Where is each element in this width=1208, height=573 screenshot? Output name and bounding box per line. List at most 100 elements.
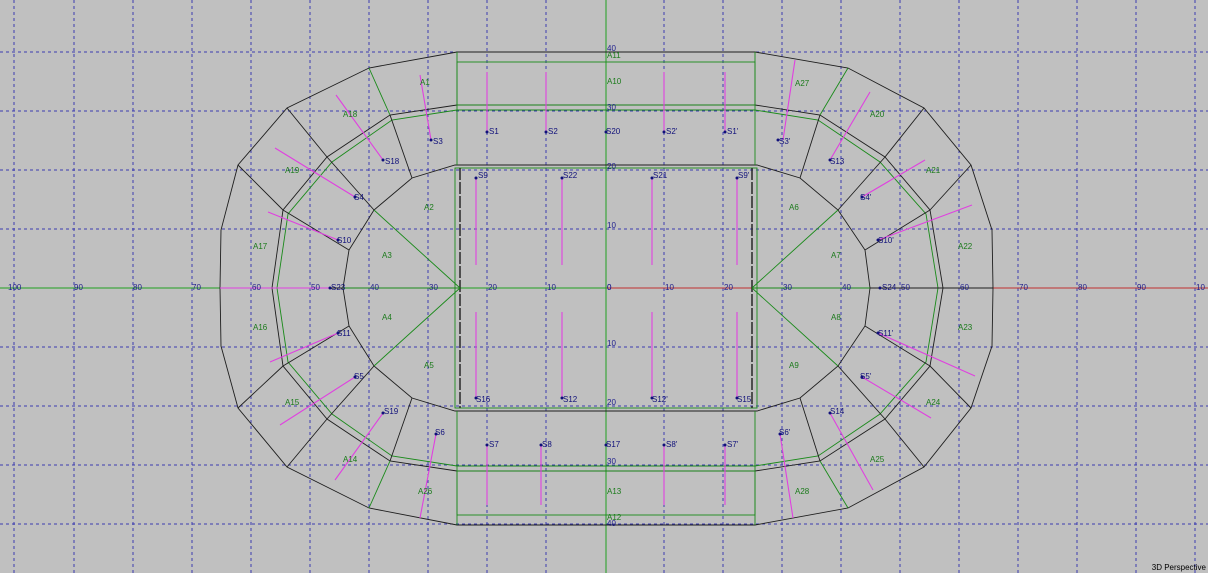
area-label-a7: A7 (831, 251, 841, 260)
speaker-dot (723, 130, 727, 134)
speaker-label-s16: S16 (476, 395, 491, 404)
speaker-dot (604, 443, 608, 447)
x-tick: 60 (252, 283, 261, 292)
x-tick: 90 (1137, 283, 1146, 292)
speaker-dot (860, 195, 864, 199)
y-tick: 0 (607, 283, 612, 292)
area-label-a5: A5 (424, 361, 434, 370)
y-tick: 20 (607, 162, 616, 171)
area-label-a21: A21 (926, 166, 941, 175)
area-label-a15: A15 (285, 398, 300, 407)
x-tick: 40 (842, 283, 851, 292)
x-tick: 80 (1078, 283, 1087, 292)
area-label-a9: A9 (789, 361, 799, 370)
speaker-dot (474, 176, 478, 180)
speaker-label-s17: S17 (606, 440, 621, 449)
speaker-dot (735, 176, 739, 180)
y-tick: 30 (607, 103, 616, 112)
x-tick: 100 (8, 283, 22, 292)
area-label-a8: A8 (831, 313, 841, 322)
speaker-markers[interactable]: S1 S2 S20 S2' S1' S3 S3' S18 S13 S9 S22 … (328, 127, 897, 449)
y-tick: 40 (607, 519, 616, 528)
speaker-dot (434, 432, 438, 436)
speaker-dot (381, 411, 385, 415)
y-axis-ticks: 40 30 20 10 0 10 20 30 40 (607, 44, 616, 528)
speaker-dot (560, 176, 564, 180)
area-label-a14: A14 (343, 455, 358, 464)
area-label-a24: A24 (926, 398, 941, 407)
speaker-label-s4p: S4' (860, 193, 872, 202)
speaker-aim-lines (220, 59, 976, 519)
speaker-label-s21: S21 (653, 171, 668, 180)
area-label-a2: A2 (424, 203, 434, 212)
area-label-a20: A20 (870, 110, 885, 119)
area-label-a17: A17 (253, 242, 268, 251)
speaker-label-s7: S7 (489, 440, 499, 449)
speaker-dot (828, 411, 832, 415)
area-label-a12: A12 (607, 513, 622, 522)
speaker-dot (604, 130, 608, 134)
speaker-label-s2p: S2' (666, 127, 678, 136)
area-labels[interactable]: A11 A10 A13 A12 A2 A3 A4 A5 A6 A7 A8 A9 … (253, 51, 973, 522)
speaker-label-s13: S13 (830, 157, 845, 166)
x-tick: 70 (192, 283, 201, 292)
speaker-label-s3: S3 (433, 137, 443, 146)
area-label-a13: A13 (607, 487, 622, 496)
speaker-label-s4: S4 (354, 193, 364, 202)
speaker-label-s15: S15 (737, 395, 752, 404)
x-tick: 70 (1019, 283, 1028, 292)
x-tick: 50 (901, 283, 910, 292)
speaker-dot (828, 158, 832, 162)
x-tick: 40 (370, 283, 379, 292)
x-tick: 60 (960, 283, 969, 292)
speaker-dot (735, 396, 739, 400)
speaker-dot (353, 375, 357, 379)
speaker-label-s10p: S10' (878, 236, 894, 245)
speaker-dot (776, 138, 780, 142)
x-tick: 50 (311, 283, 320, 292)
speaker-dot (429, 138, 433, 142)
area-label-a19: A19 (285, 166, 300, 175)
speaker-label-s6: S6 (435, 428, 445, 437)
speaker-label-s8p: S8' (666, 440, 678, 449)
area-label-a10: A10 (607, 77, 622, 86)
speaker-label-s11p: S11' (878, 329, 894, 338)
area-label-a22: A22 (958, 242, 973, 251)
speaker-label-s8: S8 (542, 440, 552, 449)
y-tick: 30 (607, 457, 616, 466)
x-tick: 10 (1196, 283, 1205, 292)
speaker-label-s5p: S5' (860, 372, 872, 381)
area-label-a28: A28 (795, 487, 810, 496)
area-label-a26: A26 (418, 487, 433, 496)
speaker-dot (485, 443, 489, 447)
speaker-label-s5: S5 (354, 372, 364, 381)
speaker-label-s19: S19 (384, 407, 399, 416)
speaker-label-s2: S2 (548, 127, 558, 136)
speaker-label-s14: S14 (830, 407, 845, 416)
speaker-dot (876, 331, 880, 335)
speaker-label-s12: S12 (563, 395, 578, 404)
y-tick: 20 (607, 398, 616, 407)
speaker-dot (778, 432, 782, 436)
x-tick: 80 (133, 283, 142, 292)
x-tick: 10 (547, 283, 556, 292)
speaker-label-s7p: S7' (727, 440, 739, 449)
area-label-a27: A27 (795, 79, 810, 88)
speaker-dot (544, 130, 548, 134)
speaker-label-s9p: S9' (738, 171, 750, 180)
x-tick: 20 (488, 283, 497, 292)
area-label-a25: A25 (870, 455, 885, 464)
area-label-a3: A3 (382, 251, 392, 260)
speaker-label-s10: S10 (337, 236, 352, 245)
speaker-dot (650, 396, 654, 400)
speaker-label-s3p: S3' (779, 137, 791, 146)
x-tick: 30 (429, 283, 438, 292)
speaker-label-s22: S22 (563, 171, 578, 180)
speaker-dot (560, 396, 564, 400)
speaker-dot (381, 158, 385, 162)
speaker-label-s1: S1 (489, 127, 499, 136)
area-label-a40: A1 (420, 78, 430, 87)
area-label-a16: A16 (253, 323, 268, 332)
